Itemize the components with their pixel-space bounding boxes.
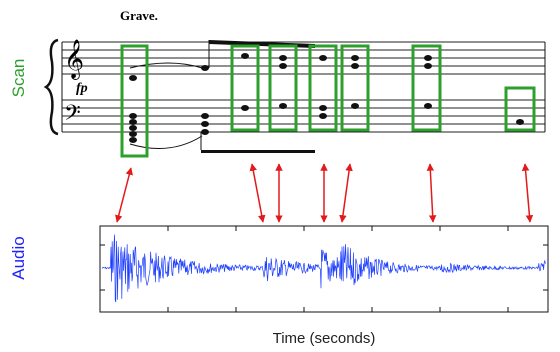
scan-label: Scan	[9, 59, 28, 98]
dynamic: fp	[76, 81, 88, 96]
alignment-boxes	[122, 46, 534, 156]
audio-ticks	[100, 226, 548, 312]
figure: Grave. fp 𝄞 𝄢	[0, 0, 560, 352]
x-axis-label: Time (seconds)	[273, 330, 376, 347]
tempo: Grave.	[120, 8, 158, 23]
audio-frame	[100, 226, 548, 312]
bass-clef: 𝄢	[64, 101, 81, 131]
treble-clef: 𝄞	[64, 39, 84, 80]
notes	[129, 40, 524, 153]
waveform	[102, 235, 545, 302]
brace	[46, 40, 58, 134]
audio-label: Audio	[9, 236, 28, 279]
alignment-arrows	[117, 164, 530, 222]
